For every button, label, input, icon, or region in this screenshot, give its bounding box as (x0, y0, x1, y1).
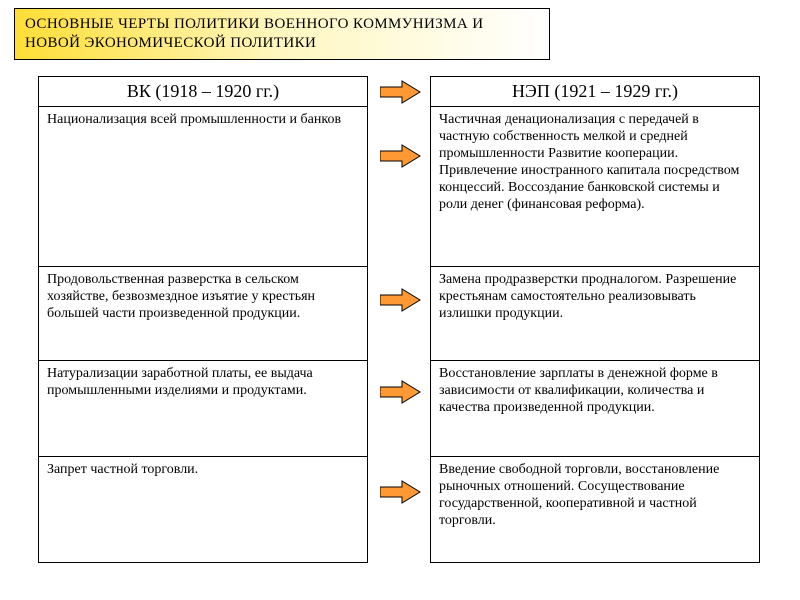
left-column: ВК (1918 – 1920 гг.) Национализация всей… (38, 76, 368, 563)
arrow-icon (380, 480, 422, 504)
right-cell-1: Частичная денационализация с передачей в… (431, 107, 759, 267)
left-cell-3: Натурализации заработной платы, ее выдач… (39, 361, 367, 457)
left-header: ВК (1918 – 1920 гг.) (39, 77, 367, 107)
right-cell-2: Замена продразверстки продналогом. Разре… (431, 267, 759, 361)
left-cell-1: Национализация всей промышленности и бан… (39, 107, 367, 267)
right-header: НЭП (1921 – 1929 гг.) (431, 77, 759, 107)
left-cell-2: Продовольственная разверстка в сельском … (39, 267, 367, 361)
arrow-icon (380, 144, 422, 168)
arrow-icon (380, 80, 422, 104)
right-cell-4: Введение свободной торговли, восстановле… (431, 457, 759, 563)
arrow-icon (380, 288, 422, 312)
right-cell-3: Восстановление зарплаты в денежной форме… (431, 361, 759, 457)
left-cell-4: Запрет частной торговли. (39, 457, 367, 563)
right-column: НЭП (1921 – 1929 гг.) Частичная денацион… (430, 76, 760, 563)
page-title: ОСНОВНЫЕ ЧЕРТЫ ПОЛИТИКИ ВОЕННОГО КОММУНИ… (14, 8, 550, 60)
arrow-icon (380, 380, 422, 404)
